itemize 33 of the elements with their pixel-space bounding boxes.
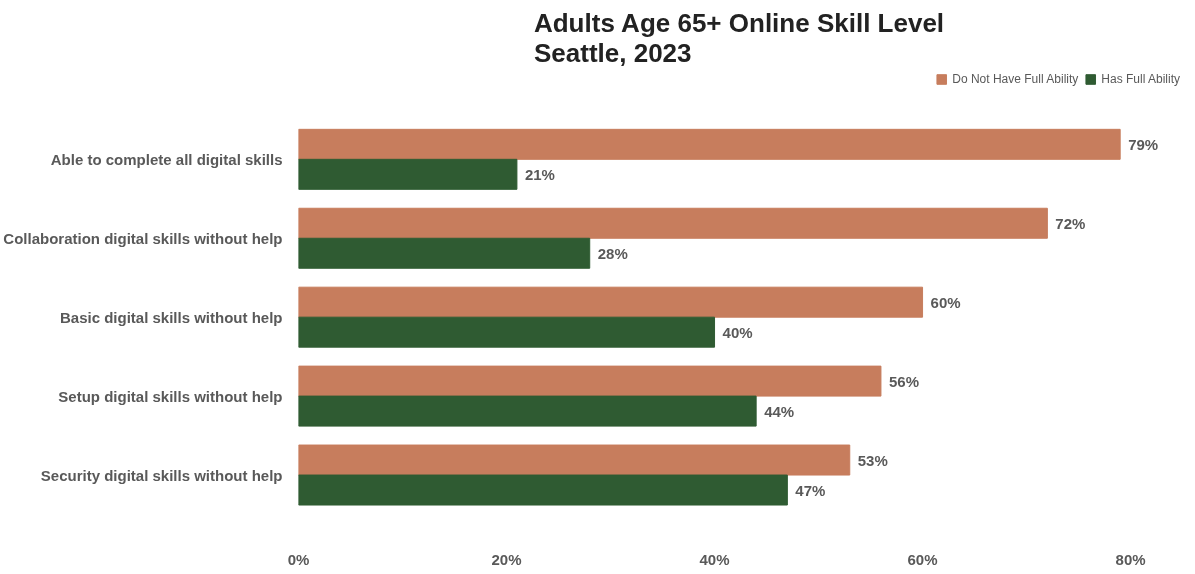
bar bbox=[298, 158, 518, 190]
bar bbox=[298, 316, 716, 348]
y-tick-label: Setup digital skills without help bbox=[58, 387, 283, 405]
data-label: 53% bbox=[857, 451, 888, 469]
data-label: 21% bbox=[524, 165, 555, 183]
bar bbox=[298, 365, 882, 397]
chart-title: Adults Age 65+ Online Skill Level Seattle, 2023 bbox=[533, 7, 945, 68]
legend-label: Has Full Ability bbox=[1101, 72, 1180, 86]
bar bbox=[298, 128, 1121, 160]
data-label: 79% bbox=[1128, 135, 1159, 153]
bar bbox=[298, 444, 851, 476]
bar bbox=[298, 207, 1048, 239]
y-tick-label: Security digital skills without help bbox=[40, 466, 283, 484]
data-label: 47% bbox=[795, 481, 826, 499]
data-label: 28% bbox=[597, 244, 628, 262]
data-label: 60% bbox=[930, 293, 961, 311]
x-tick-label: 0% bbox=[287, 550, 310, 568]
bar bbox=[298, 237, 591, 269]
x-tick-label: 40% bbox=[699, 550, 730, 568]
data-label: 72% bbox=[1055, 214, 1086, 232]
bar bbox=[298, 286, 924, 318]
y-tick-label: Basic digital skills without help bbox=[59, 308, 283, 326]
x-tick-label: 60% bbox=[907, 550, 938, 568]
x-tick-label: 80% bbox=[1115, 550, 1146, 568]
data-label: 56% bbox=[888, 372, 919, 390]
x-tick-label: 20% bbox=[491, 550, 522, 568]
bar bbox=[298, 395, 757, 427]
bar bbox=[298, 474, 788, 506]
legend-label: Do Not Have Full Ability bbox=[952, 72, 1079, 86]
data-label: 40% bbox=[722, 323, 753, 341]
y-tick-label: Able to complete all digital skills bbox=[50, 150, 283, 168]
y-tick-label: Collaboration digital skills without help bbox=[3, 229, 283, 247]
data-label: 44% bbox=[764, 402, 795, 420]
